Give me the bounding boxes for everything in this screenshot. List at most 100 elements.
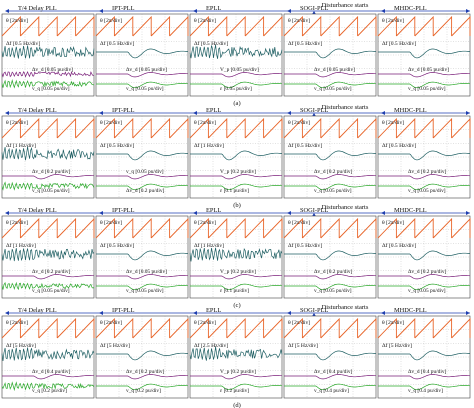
vd-trace xyxy=(2,274,95,280)
delta-f-trace xyxy=(1,146,95,161)
delta-f-scale-label: Δf [0.5 Hz/div] xyxy=(288,242,322,249)
signal-scale-label: Δv_d [0.2 pu/div] xyxy=(408,169,447,175)
delta-f-trace xyxy=(378,350,471,361)
vd-trace xyxy=(96,174,189,180)
delta-f-scale-label: Δf [0.5 Hz/div] xyxy=(382,40,416,47)
arrow-head-icon xyxy=(99,9,103,13)
panel-title: SOGI-PLL xyxy=(300,5,328,12)
vq-trace xyxy=(190,383,283,391)
theta-scale-label: θ [2π/div] xyxy=(382,320,404,326)
theta-scale-label: θ [2π/div] xyxy=(6,320,28,326)
figure-row-c: Disturbance starts T/4 Delay PLL θ [2π/div… xyxy=(1,204,471,309)
panel-title: MHDC-PLL xyxy=(394,207,427,214)
scope-panel: T/4 Delay PLL θ [2π/div] Δf [1 Hz/div] Δv_d… xyxy=(1,107,95,199)
delta-f-trace xyxy=(1,45,95,59)
figure-row-b: Disturbance starts T/4 Delay PLL θ [2π/div… xyxy=(1,104,471,209)
signal-scale-label: ε [0.1 pu/div] xyxy=(220,288,249,294)
disturbance-banner: Disturbance starts xyxy=(322,304,369,311)
scope-panel: T/4 Delay PLL θ [2π/div] Δf [0.5 Hz/div] Δv… xyxy=(1,5,95,97)
vq-trace xyxy=(284,183,377,191)
disturbance-banner: Disturbance starts xyxy=(322,2,369,9)
delta-f-scale-label: Δf [2.5 Hz/div] xyxy=(194,342,228,349)
arrow-head-icon xyxy=(193,211,197,215)
vq-trace xyxy=(284,383,377,391)
arrow-head-icon xyxy=(193,9,197,13)
arrow-head-icon xyxy=(287,211,291,215)
signal-scale-label: Δv_d [0.05 pu/div] xyxy=(32,67,73,73)
theta-scale-label: θ [2π/div] xyxy=(382,220,404,226)
signal-scale-label: ε [0.1 pu/div] xyxy=(220,188,249,194)
theta-scale-label: θ [2π/div] xyxy=(6,120,28,126)
scope-panel: T/4 Delay PLL θ [2π/div] Δf [1 Hz/div] Δv_d… xyxy=(1,207,95,299)
delta-f-scale-label: Δf [1 Hz/div] xyxy=(6,142,36,149)
theta-trace xyxy=(95,217,189,239)
signal-scale-label: ε [0.05 pu/div] xyxy=(220,86,252,92)
arrow-head-icon xyxy=(99,111,103,115)
theta-trace xyxy=(95,317,189,339)
arrow-head-icon xyxy=(193,311,197,315)
signal-scale-label: Δv_d [0.4 pu/div] xyxy=(408,369,447,375)
signal-scale-label: Δv_d [0.05 pu/div] xyxy=(126,269,167,275)
theta-trace xyxy=(95,117,189,139)
delta-f-trace xyxy=(1,347,95,362)
delta-f-scale-label: Δf [5 Hz/div] xyxy=(382,342,412,349)
arrow-head-icon xyxy=(466,9,470,13)
delta-f-scale-label: Δf [0.5 Hz/div] xyxy=(288,142,322,149)
signal-scale-label: v_q [0.05 pu/div] xyxy=(126,288,164,294)
arrow-head-icon xyxy=(5,211,9,215)
signal-scale-label: v_q [0.05 pu/div] xyxy=(32,86,70,92)
vq-trace xyxy=(378,183,471,191)
delta-f-trace xyxy=(378,250,471,261)
arrow-head-icon xyxy=(287,311,291,315)
signal-scale-label: v_q [0.05 pu/div] xyxy=(314,288,352,294)
panel-title: SOGI-PLL xyxy=(300,307,328,314)
panel-title: IPT-PLL xyxy=(112,5,135,12)
signal-scale-label: V_p [0.05 pu/div] xyxy=(220,67,259,73)
scope-panel: SOGI-PLL θ [2π/div] Δf [0.5 Hz/div] Δv_d [0… xyxy=(283,207,377,299)
delta-f-scale-label: Δf [0.5 Hz/div] xyxy=(100,242,134,249)
theta-scale-label: θ [2π/div] xyxy=(100,18,122,24)
panel-title: IPT-PLL xyxy=(112,107,135,114)
panel-title: T/4 Delay PLL xyxy=(18,207,57,214)
signal-scale-label: v_q [0.05 pu/div] xyxy=(32,188,70,194)
vq-trace xyxy=(378,81,471,89)
arrow-head-icon xyxy=(5,311,9,315)
arrow-head-icon xyxy=(466,211,470,215)
row-caption: (c) xyxy=(233,302,240,309)
delta-f-trace xyxy=(284,150,377,161)
signal-scale-label: v_q [0.05 pu/div] xyxy=(314,188,352,194)
theta-trace xyxy=(283,217,377,239)
vq-trace xyxy=(96,383,189,391)
delta-f-scale-label: Δf [1 Hz/div] xyxy=(6,242,36,249)
delta-f-scale-label: Δf [0.5 Hz/div] xyxy=(288,40,322,47)
delta-f-trace xyxy=(96,150,189,161)
theta-trace xyxy=(189,117,283,139)
theta-scale-label: θ [2π/div] xyxy=(6,220,28,226)
theta-scale-label: θ [2π/div] xyxy=(100,320,122,326)
disturbance-banner: Disturbance starts xyxy=(322,104,369,111)
vq-trace xyxy=(1,281,95,291)
signal-scale-label: Δv_d [0.2 pu/div] xyxy=(32,169,71,175)
signal-scale-label: Δv_d [0.2 pu/div] xyxy=(408,269,447,275)
signal-scale-label: v_q [0.2 pu/div] xyxy=(32,388,67,394)
panel-title: EPLL xyxy=(206,5,221,12)
vd-trace xyxy=(284,72,377,78)
signal-scale-label: v_q [0.05 pu/div] xyxy=(32,288,70,294)
theta-scale-label: θ [2π/div] xyxy=(288,18,310,24)
delta-f-scale-label: Δf [0.5 Hz/div] xyxy=(382,142,416,149)
panel-title: SOGI-PLL xyxy=(300,107,328,114)
panel-title: T/4 Delay PLL xyxy=(18,107,57,114)
panel-title: IPT-PLL xyxy=(112,207,135,214)
panel-title: SOGI-PLL xyxy=(300,207,328,214)
theta-trace xyxy=(95,15,189,37)
theta-scale-label: θ [2π/div] xyxy=(194,18,216,24)
vd-trace xyxy=(378,174,471,180)
theta-scale-label: θ [2π/div] xyxy=(288,220,310,226)
theta-trace xyxy=(1,117,95,139)
signal-scale-label: v_q [0.2 pu/div] xyxy=(126,388,161,394)
scope-panel: IPT-PLL θ [2π/div] Δf [0.5 Hz/div] v_q [0.0… xyxy=(95,107,189,199)
figure-row-d: Disturbance starts T/4 Delay PLL θ [2π/div… xyxy=(1,304,471,408)
theta-trace xyxy=(1,317,95,339)
scope-panel: EPLL θ [2π/div] Δf [2.5 Hz/div] V_p [0.2 pu… xyxy=(189,307,283,399)
arrow-head-icon xyxy=(287,9,291,13)
